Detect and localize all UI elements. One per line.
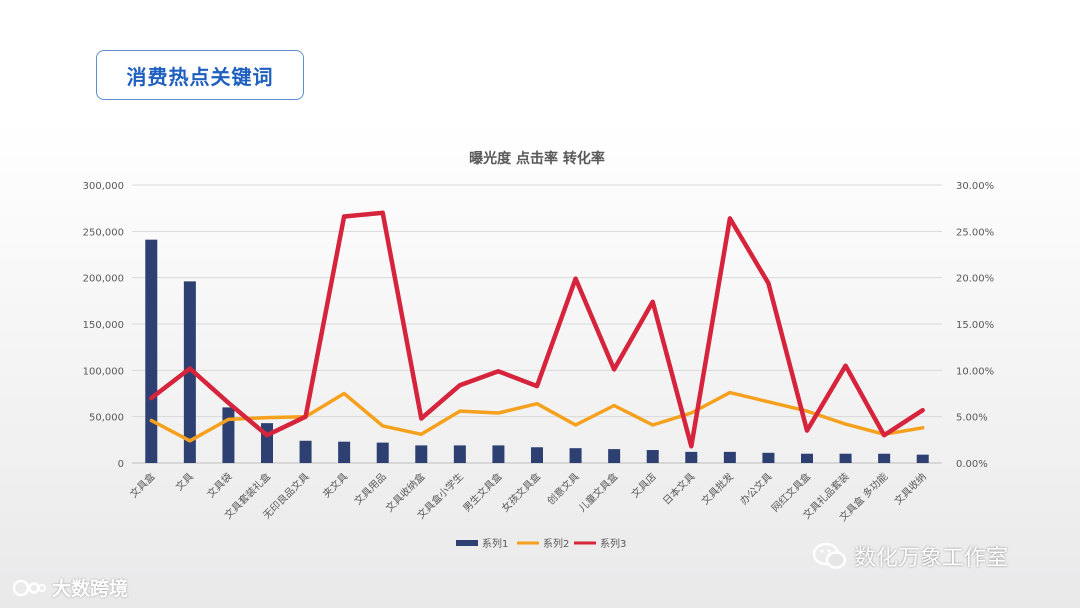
watermark-right-text: 数化万象工作室 <box>854 546 1009 571</box>
bar <box>338 441 351 463</box>
bar <box>801 453 813 463</box>
x-tick-label: 办公文具 <box>737 470 774 507</box>
bar <box>531 447 543 463</box>
bar <box>723 451 736 463</box>
x-tick-label: 文具收纳 <box>891 470 928 507</box>
x-tick-label: 文具用品 <box>351 470 388 507</box>
bar <box>415 445 428 463</box>
watermark-right: 数化万象工作室 <box>812 540 1008 572</box>
brand-logo-icon <box>12 579 46 596</box>
bar <box>145 239 158 463</box>
series-line <box>149 210 925 449</box>
bar <box>839 453 852 463</box>
legend-label: 系列3 <box>600 537 626 550</box>
x-tick-label: 日本文具 <box>660 470 697 507</box>
y-left-tick-label: 50,000 <box>89 413 124 424</box>
x-tick-label: 儿童文具盒 <box>576 470 621 515</box>
chart-title: 曝光度 点击率 转化率 <box>469 150 605 167</box>
x-tick-label: 文具盒 <box>127 470 157 500</box>
legend-label: 系列1 <box>482 537 508 550</box>
x-tick-label: 创意文具 <box>544 470 581 507</box>
y-right-tick-label: 30.00% <box>956 181 994 192</box>
wechat-icon <box>812 542 847 569</box>
bar <box>376 442 389 463</box>
bar <box>878 453 891 463</box>
bar <box>453 445 466 463</box>
header-title-box: 消费热点关键词 <box>96 50 304 100</box>
y-left-tick-label: 150,000 <box>83 320 124 331</box>
y-left-tick-label: 300,000 <box>83 181 124 192</box>
legend-label: 系列2 <box>543 537 569 550</box>
y-left-tick-label: 0 <box>118 459 124 470</box>
y-left-tick-label: 250,000 <box>83 227 124 238</box>
bar <box>685 451 698 463</box>
page-title: 消费热点关键词 <box>126 64 274 89</box>
series-line <box>149 390 925 443</box>
bar <box>183 281 196 463</box>
x-tick-label: 女孩文具盒 <box>499 470 544 515</box>
bar <box>608 449 621 463</box>
x-tick-label: 文具批发 <box>699 470 736 507</box>
y-right-tick-label: 5.00% <box>956 413 988 424</box>
bar <box>646 450 659 463</box>
y-right-tick-label: 0.00% <box>956 459 988 470</box>
watermark-left-text: 大数跨境 <box>52 578 129 600</box>
y-right-tick-label: 10.00% <box>956 366 994 377</box>
x-tick-label: 文具袋 <box>204 470 234 500</box>
bar <box>299 440 312 463</box>
y-left-tick-label: 100,000 <box>83 366 124 377</box>
watermark-left: 大数跨境 <box>12 574 128 601</box>
bar <box>222 407 235 463</box>
legend-swatch <box>456 540 478 546</box>
bar <box>492 445 505 463</box>
x-tick-label: 夹文具 <box>320 470 350 500</box>
bar <box>569 448 582 463</box>
x-tick-label: 文具 <box>173 470 196 493</box>
bar <box>916 454 929 463</box>
x-tick-label: 男生文具盒 <box>460 470 505 515</box>
y-right-tick-label: 20.00% <box>956 274 994 285</box>
bar <box>762 452 775 463</box>
y-right-tick-label: 15.00% <box>956 320 994 331</box>
x-tick-label: 文具店 <box>628 470 658 500</box>
y-right-tick-label: 25.00% <box>956 227 994 238</box>
y-left-tick-label: 200,000 <box>83 274 124 285</box>
